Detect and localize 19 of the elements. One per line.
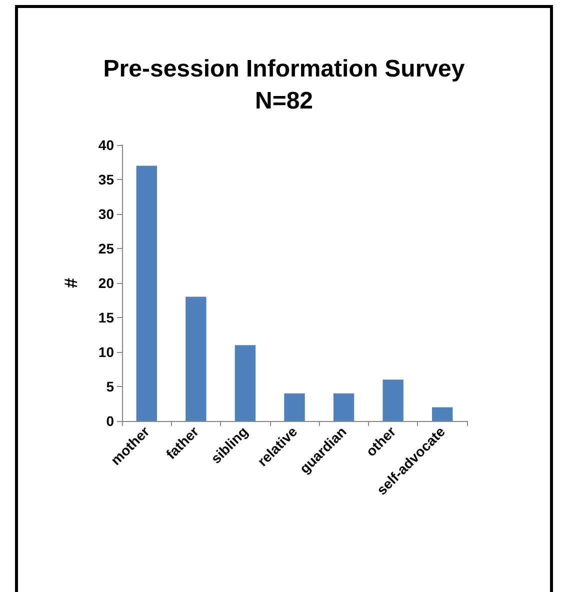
y-tick-label: 0 xyxy=(106,413,114,429)
y-tick-label: 35 xyxy=(98,172,114,188)
bar xyxy=(284,393,305,421)
bar xyxy=(186,296,206,421)
y-tick-label: 40 xyxy=(98,137,114,153)
bar xyxy=(333,393,354,421)
y-tick-label: 10 xyxy=(98,344,114,360)
y-tick-label: 15 xyxy=(98,310,114,326)
bar xyxy=(382,380,404,421)
bar xyxy=(234,345,256,421)
y-tick-label: 25 xyxy=(98,240,114,256)
y-axis-title: # xyxy=(61,278,81,288)
bar xyxy=(136,166,157,421)
chart-title: Pre-session Information Survey xyxy=(103,56,466,82)
y-tick-label: 20 xyxy=(98,275,114,291)
bar xyxy=(432,407,453,421)
y-tick-label: 30 xyxy=(98,206,114,222)
chart-subtitle: N=82 xyxy=(254,88,314,114)
y-tick-label: 5 xyxy=(106,378,114,394)
